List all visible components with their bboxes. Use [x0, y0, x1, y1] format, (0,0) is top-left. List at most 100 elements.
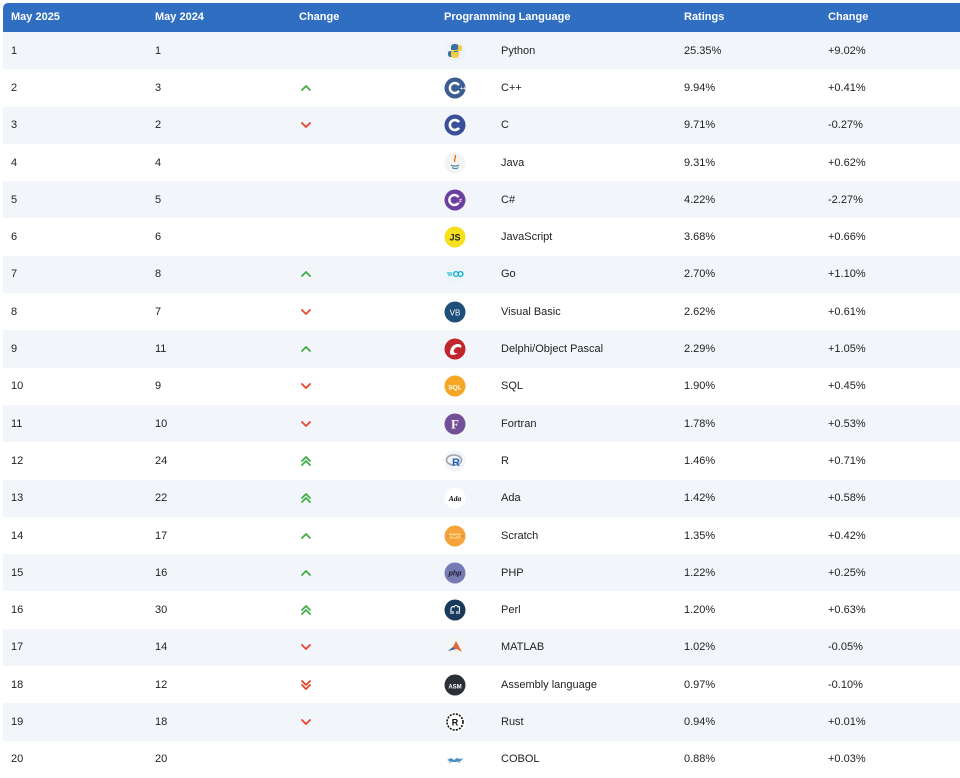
language-name: Visual Basic — [501, 305, 561, 318]
rank-may-2025: 8 — [11, 305, 18, 318]
language-name: R — [501, 454, 509, 467]
no-change-indicator — [299, 230, 313, 244]
rank-may-2025: 18 — [11, 678, 24, 691]
cobol-logo-icon — [444, 748, 466, 770]
chevron-up-icon — [299, 566, 313, 580]
table-row: 11 10 F Fortran 1.78% +0.53% — [3, 404, 960, 443]
svg-text:php: php — [448, 570, 463, 577]
rating-value: 0.88% — [684, 753, 716, 766]
rating-change-value: +0.61% — [828, 305, 866, 318]
header-ratings-change: Change — [828, 11, 869, 23]
language-name: Delphi/Object Pascal — [501, 343, 604, 356]
rating-value: 1.20% — [684, 604, 716, 617]
language-name: Java — [501, 156, 525, 169]
delphi-logo-icon — [444, 338, 466, 360]
rating-value: 1.02% — [684, 641, 716, 654]
chevron-up-icon — [299, 342, 313, 356]
rating-change-value: +0.41% — [828, 81, 866, 94]
rank-may-2025: 1 — [11, 44, 18, 57]
rating-change-value: +1.10% — [828, 268, 866, 281]
svg-text:++: ++ — [460, 86, 466, 92]
double-chevron-up-icon — [299, 491, 313, 505]
rank-may-2024: 11 — [155, 343, 167, 356]
svg-text:SQL: SQL — [448, 385, 461, 392]
perl-logo-icon — [444, 599, 466, 621]
cpp-logo-icon: ++ — [444, 77, 466, 99]
rank-may-2024: 7 — [155, 305, 162, 318]
language-name: Assembly language — [501, 678, 598, 691]
chevron-down-icon — [299, 417, 313, 431]
header-may-2024: May 2024 — [155, 11, 204, 23]
rating-value: 9.94% — [684, 81, 716, 94]
rank-may-2025: 3 — [11, 119, 18, 132]
rating-change-value: +1.05% — [828, 343, 866, 356]
rank-may-2025: 6 — [11, 231, 18, 244]
svg-text:R: R — [452, 717, 459, 727]
rating-change-value: +0.71% — [828, 454, 866, 467]
language-name: MATLAB — [501, 641, 545, 654]
table-row: 12 24 R R 1.46% +0.71% — [3, 442, 960, 480]
rating-change-value: +0.58% — [828, 492, 866, 505]
rank-may-2024: 22 — [155, 492, 168, 505]
svg-text:VB: VB — [450, 308, 461, 317]
rank-may-2024: 5 — [155, 193, 162, 206]
rating-change-value: +0.01% — [828, 715, 866, 728]
rating-change-value: -0.27% — [828, 119, 863, 132]
chevron-up-icon — [299, 81, 313, 95]
rank-may-2025: 12 — [11, 454, 24, 467]
language-name: Rust — [501, 715, 524, 728]
rating-change-value: +0.62% — [828, 156, 866, 169]
rank-may-2025: 17 — [11, 641, 24, 654]
table-header: May 2025 May 2024 Change Programming Lan… — [3, 3, 960, 32]
chevron-down-icon — [299, 305, 313, 319]
scratch-logo-icon: SCRATCH — [444, 525, 466, 547]
python-logo-icon — [444, 40, 466, 62]
chevron-down-icon — [299, 715, 313, 729]
rating-value: 1.78% — [684, 417, 716, 430]
rank-may-2024: 30 — [155, 604, 168, 617]
rank-may-2024: 4 — [155, 156, 162, 169]
rank-may-2024: 10 — [155, 417, 168, 430]
rating-change-value: +0.45% — [828, 380, 866, 393]
rating-value: 4.22% — [684, 193, 716, 206]
rating-value: 2.70% — [684, 268, 716, 281]
rank-may-2024: 3 — [155, 81, 162, 94]
table-row: 2 3 ++ C++ 9.94% +0.41% — [3, 69, 960, 107]
no-change-indicator — [299, 193, 313, 207]
svg-text:R: R — [452, 457, 460, 469]
rank-may-2024: 2 — [155, 119, 162, 132]
table-row: 14 17 SCRATCH Scratch 1.35% +0.42% — [3, 516, 960, 555]
language-name: SQL — [501, 380, 524, 393]
fortran-logo-icon: F — [444, 413, 466, 435]
rank-may-2025: 10 — [11, 380, 24, 393]
table-row: 13 22 Ada Ada 1.42% +0.58% — [3, 479, 960, 517]
language-name: COBOL — [501, 753, 540, 766]
table-row: 19 18 R Rust 0.94% +0.01% — [3, 703, 960, 741]
r-logo-icon: R — [444, 450, 466, 472]
header-programming-language: Programming Language — [444, 11, 571, 23]
table-row: 6 6 JS JavaScript 3.68% +0.66% — [3, 218, 960, 256]
rating-change-value: -2.27% — [828, 193, 863, 206]
visual-basic-logo-icon: VB — [444, 301, 466, 323]
rating-value: 1.46% — [684, 454, 716, 467]
chevron-up-icon — [299, 267, 313, 281]
language-name: Scratch — [501, 529, 539, 542]
no-change-indicator — [299, 156, 313, 170]
csharp-logo-icon: # — [444, 189, 466, 211]
rank-may-2025: 2 — [11, 81, 18, 94]
chevron-down-icon — [299, 379, 313, 393]
rank-may-2024: 18 — [155, 715, 168, 728]
chevron-down-icon — [299, 118, 313, 132]
rank-may-2024: 1 — [155, 44, 162, 57]
rating-change-value: +9.02% — [828, 44, 866, 57]
table-row: 18 12 ASM Assembly language 0.97% -0.10% — [3, 666, 960, 704]
table-row: 3 2 C 9.71% -0.27% — [3, 106, 960, 144]
svg-text:SCRATCH: SCRATCH — [446, 534, 464, 538]
language-name: C++ — [501, 81, 522, 94]
rating-value: 3.68% — [684, 231, 716, 244]
rating-value: 0.97% — [684, 678, 716, 691]
go-logo-icon — [444, 263, 466, 285]
header-may-2025: May 2025 — [11, 11, 60, 23]
rating-change-value: +0.42% — [828, 529, 866, 542]
rating-change-value: +0.53% — [828, 417, 866, 430]
